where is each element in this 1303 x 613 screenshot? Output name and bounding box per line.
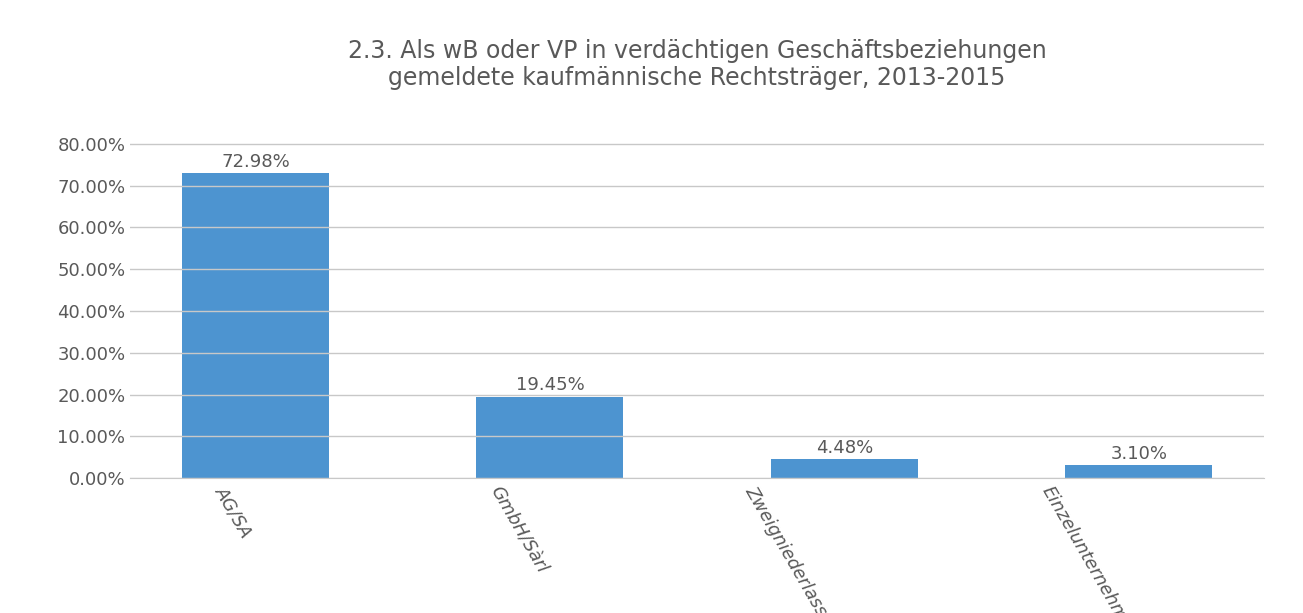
Text: 4.48%: 4.48% <box>816 439 873 457</box>
Bar <box>182 173 330 478</box>
Text: 3.10%: 3.10% <box>1110 444 1167 463</box>
Text: 72.98%: 72.98% <box>222 153 289 170</box>
Text: 19.45%: 19.45% <box>516 376 584 394</box>
Bar <box>477 397 624 478</box>
Bar <box>770 459 917 478</box>
Title: 2.3. Als wB oder VP in verdächtigen Geschäftsbeziehungen
gemeldete kaufmännische: 2.3. Als wB oder VP in verdächtigen Gesc… <box>348 39 1046 90</box>
Bar <box>1065 465 1212 478</box>
